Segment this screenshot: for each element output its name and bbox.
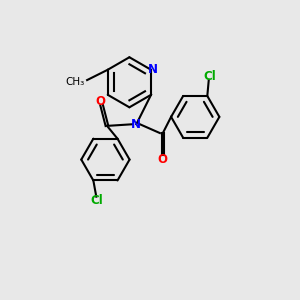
Text: O: O xyxy=(158,153,168,166)
Text: N: N xyxy=(131,118,141,131)
Text: Cl: Cl xyxy=(203,70,216,83)
Text: O: O xyxy=(95,95,105,108)
Text: CH₃: CH₃ xyxy=(65,76,84,86)
Text: Cl: Cl xyxy=(91,194,103,207)
Text: N: N xyxy=(148,63,158,76)
